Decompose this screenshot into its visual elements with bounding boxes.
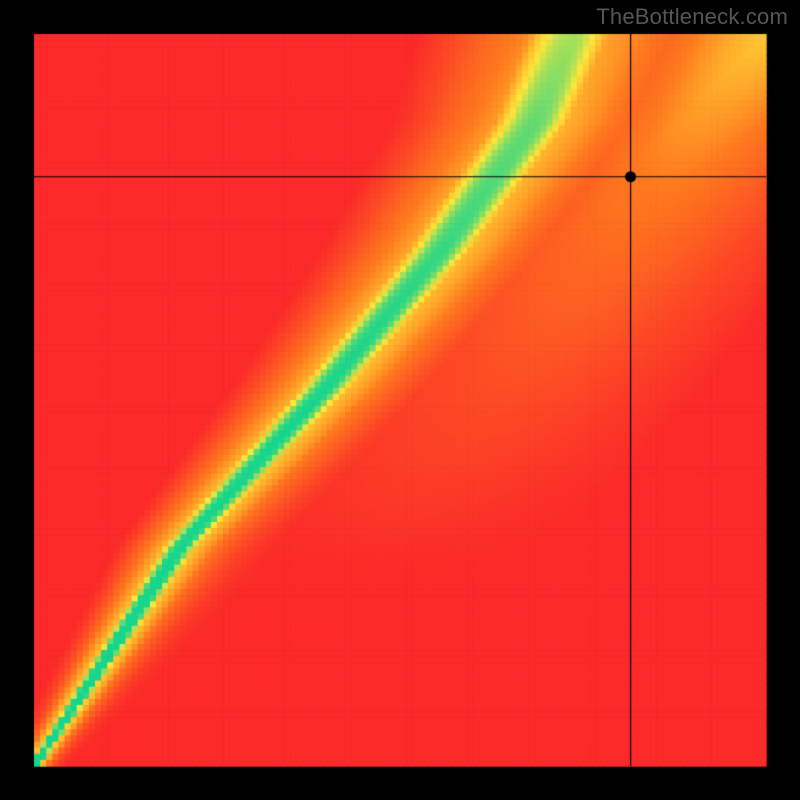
watermark-text: TheBottleneck.com (596, 4, 788, 30)
chart-container: TheBottleneck.com (0, 0, 800, 800)
heatmap-canvas (0, 0, 800, 800)
